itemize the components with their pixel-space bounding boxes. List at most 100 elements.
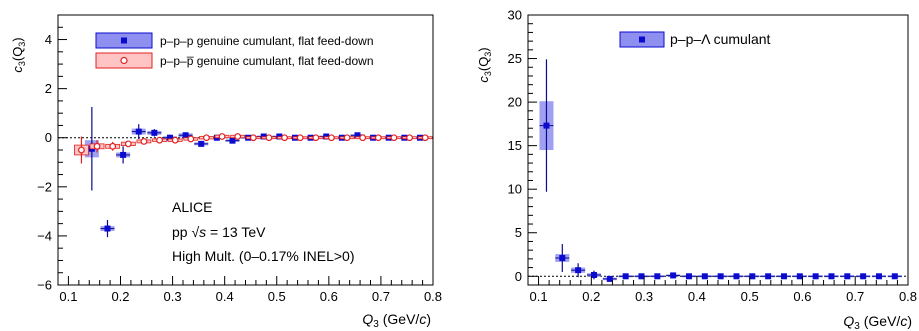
left-data-point (135, 128, 142, 135)
left-y-tick-label: −6 (37, 278, 52, 293)
right-data-point (685, 273, 692, 280)
left-x-tick-label: 0.7 (372, 289, 390, 304)
left-data-point (171, 136, 179, 144)
right-data-point (543, 122, 550, 129)
right-data-point (654, 273, 661, 280)
legend-marker-ppl (639, 36, 645, 43)
left-data-point (140, 138, 148, 145)
right-y-axis-label: c3(Q3) (476, 47, 493, 82)
right-y-tick-label: 15 (508, 138, 522, 153)
right-data-point (765, 273, 772, 280)
right-y-tick-label: 10 (508, 182, 522, 197)
left-x-tick-label: 0.2 (111, 289, 129, 304)
legend-marker-ppp (121, 37, 127, 44)
left-axis-ticks: 0.1 0.2 0.3 0.4 0.5 0.6 0.7 0.8 −6 −4 −2 0 2 4 (37, 14, 442, 304)
right-plot-frame (527, 14, 909, 286)
right-data-point (638, 273, 645, 280)
panel-ppl-cumulant: 0.1 0.2 0.3 0.4 0.5 0.6 0.7 0.8 0 5 10 15 20 25 30 c3(… (476, 8, 917, 331)
left-data-point (109, 142, 117, 150)
left-data-point (234, 133, 242, 140)
left-data-point (354, 132, 361, 139)
right-y-tick-label: 5 (515, 225, 522, 240)
left-data-point (328, 134, 335, 142)
legend-entry-ppp: p–p–p genuine cumulant, flat feed-down (95, 32, 374, 49)
left-annotation: ALICE pp √s = 13 TeV High Mult. (0–0.17%… (172, 199, 354, 264)
left-data-marks (58, 107, 433, 238)
legend-marker-ppap (120, 56, 128, 65)
right-data-point (875, 273, 882, 280)
left-data-point (265, 134, 273, 142)
right-x-tick-label: 0.7 (846, 289, 864, 304)
left-data-point (249, 134, 257, 142)
right-legend: p–p–Λ cumulant (619, 31, 771, 48)
right-data-point (891, 273, 898, 280)
left-y-tick-label: 0 (45, 130, 52, 145)
left-y-tick-label: 2 (45, 81, 52, 96)
left-data-point (406, 134, 413, 142)
left-x-axis-label: Q3 (GeV/c) (362, 311, 431, 330)
left-data-point (421, 134, 429, 142)
left-y-tick-label: 4 (45, 32, 52, 47)
right-y-tick-label: 20 (508, 95, 522, 110)
left-data-point (93, 142, 101, 150)
left-x-tick-label: 0.3 (164, 289, 182, 304)
left-data-point (104, 225, 111, 232)
left-data-point (359, 134, 367, 142)
right-data-marks (528, 59, 908, 282)
left-x-tick-label: 0.6 (320, 289, 338, 304)
left-data-point (166, 134, 173, 141)
left-x-tick-label: 0.4 (216, 289, 234, 304)
left-x-tick-label: 0.1 (59, 289, 77, 304)
right-data-point (590, 271, 597, 278)
left-data-point (218, 133, 226, 140)
left-legend: p–p–p genuine cumulant, flat feed-down p… (95, 32, 374, 69)
left-data-point (78, 146, 85, 154)
left-x-tick-label: 0.5 (268, 289, 286, 304)
left-data-point (198, 140, 205, 147)
left-data-point (229, 137, 236, 144)
right-y-tick-label: 30 (508, 8, 522, 23)
right-data-point (860, 273, 867, 280)
right-x-tick-label: 0.1 (530, 289, 548, 304)
left-data-point (203, 134, 210, 142)
left-data-point (374, 134, 382, 142)
left-y-axis-label: c3(Q3) (10, 37, 27, 72)
right-data-point (622, 273, 629, 280)
right-x-tick-label: 0.6 (793, 289, 811, 304)
right-data-point (559, 255, 566, 261)
legend-label-ppl: p–p–Λ cumulant (670, 31, 771, 47)
right-x-tick-label: 0.8 (899, 289, 917, 304)
right-data-point (575, 267, 582, 274)
left-data-point (343, 134, 351, 142)
right-x-axis-label: Q3 (GeV/c) (843, 313, 912, 331)
annotation-multiplicity: High Mult. (0–0.17% INEL>0) (172, 248, 354, 264)
right-x-tick-label: 0.4 (688, 289, 706, 304)
left-data-point (156, 136, 163, 144)
right-data-point (844, 273, 851, 280)
right-data-point (733, 273, 740, 280)
left-data-point (296, 134, 304, 142)
right-x-tick-label: 0.5 (741, 289, 759, 304)
legend-entry-ppap: p–p–p̅ genuine cumulant, flat feed-down (95, 52, 374, 69)
left-data-point (120, 151, 127, 158)
left-y-tick-label: −4 (37, 228, 52, 243)
right-data-point (749, 273, 756, 280)
right-x-tick-label: 0.2 (582, 289, 600, 304)
left-data-point (281, 134, 288, 142)
right-data-point (812, 273, 819, 280)
annotation-system: pp √s = 13 TeV (172, 224, 266, 240)
right-y-tick-label: 0 (515, 269, 522, 284)
right-data-point (717, 273, 724, 280)
left-y-tick-label: −2 (37, 179, 52, 194)
left-data-point (151, 129, 158, 136)
right-axis-ticks: 0.1 0.2 0.3 0.4 0.5 0.6 0.7 0.8 0 5 10 15 20 25 30 (508, 8, 918, 305)
legend-label-ppap: p–p–p̅ genuine cumulant, flat feed-down (160, 54, 374, 68)
annotation-experiment: ALICE (172, 199, 212, 215)
right-data-point (780, 273, 787, 280)
right-data-point (828, 273, 835, 280)
right-y-tick-label: 25 (508, 51, 522, 66)
right-data-point (701, 273, 708, 280)
left-data-point (124, 140, 132, 148)
left-data-point (187, 135, 195, 143)
